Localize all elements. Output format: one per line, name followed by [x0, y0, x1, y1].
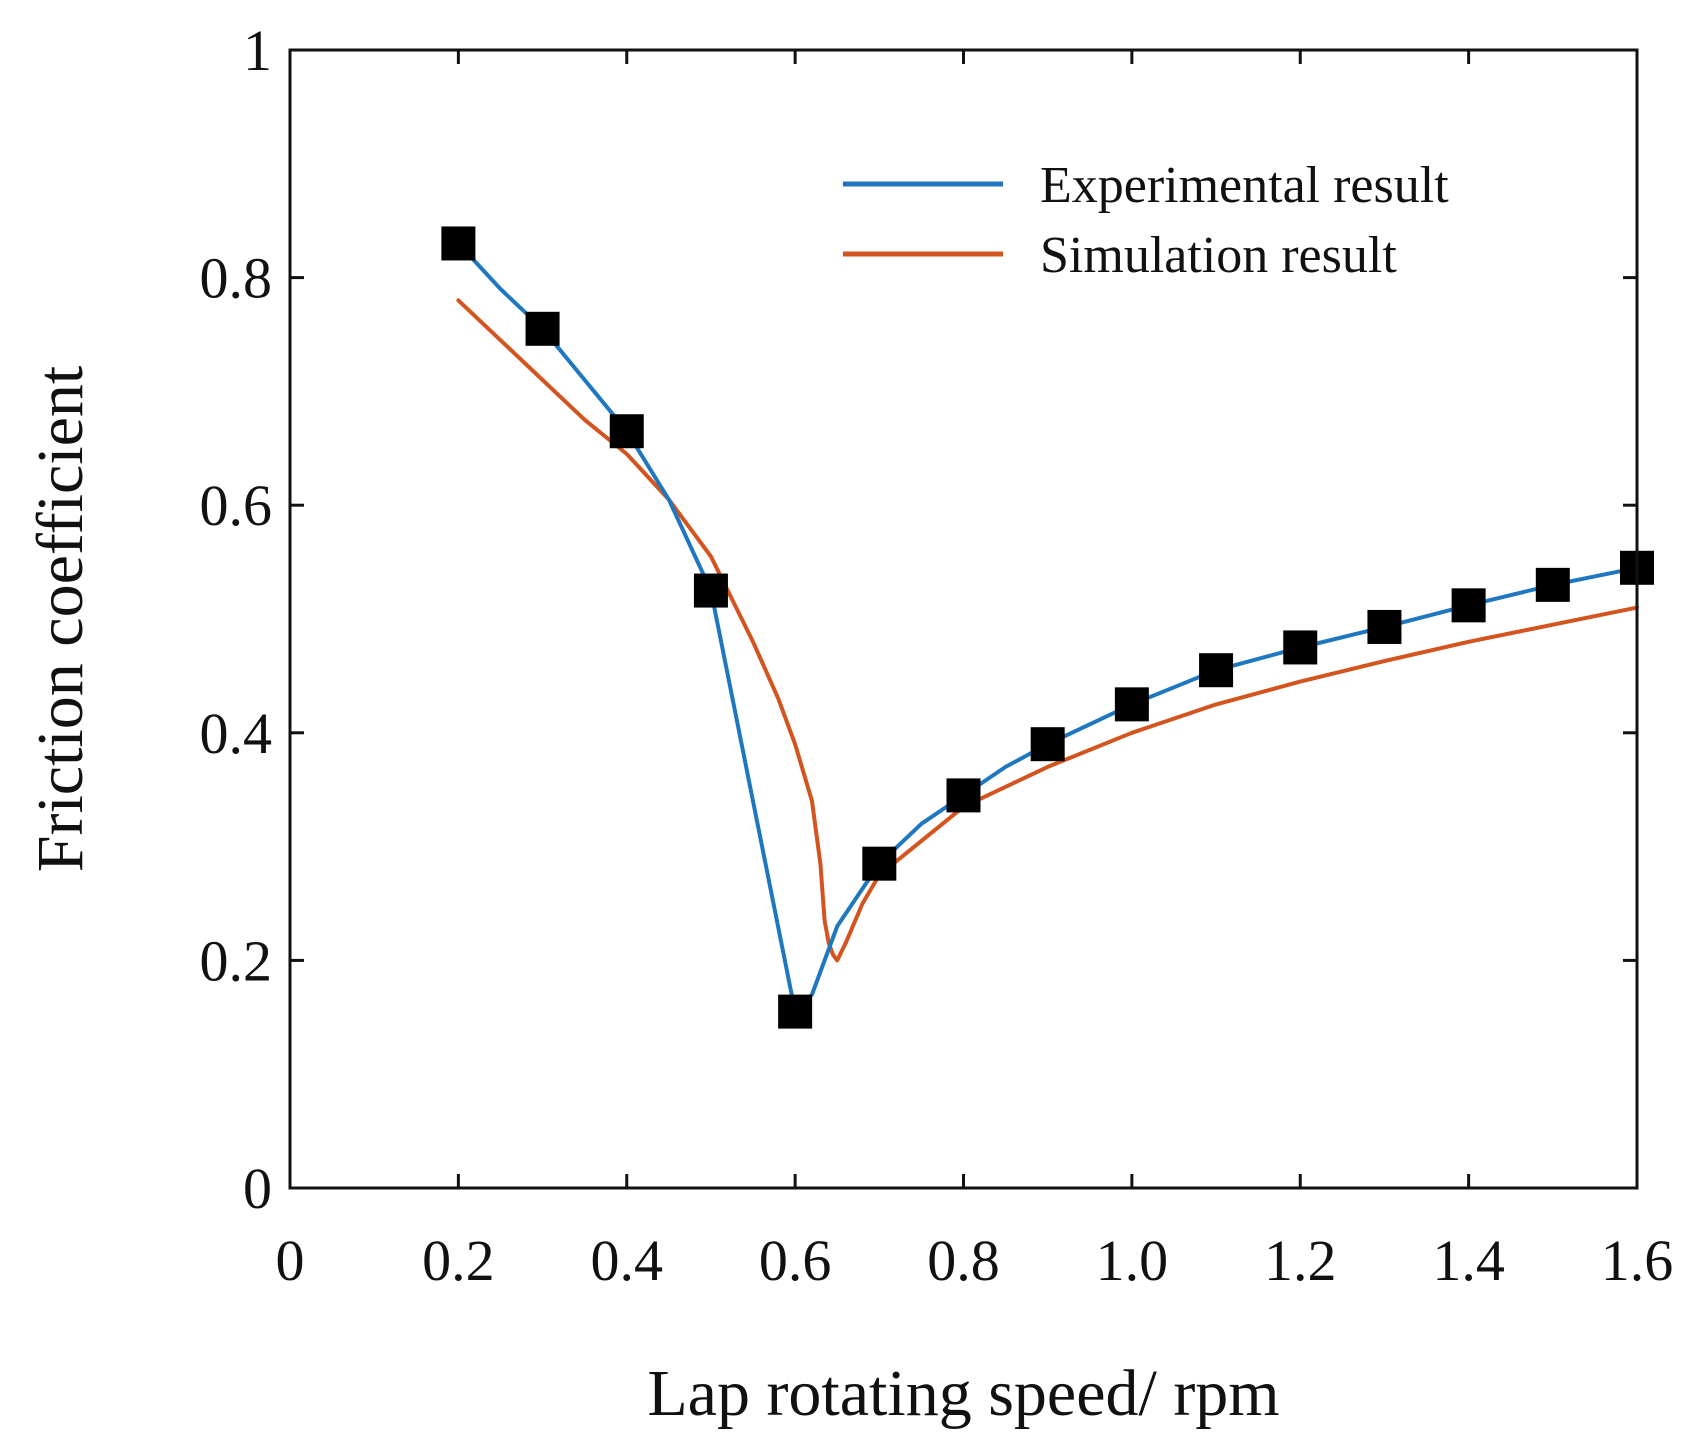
legend-label-0: Experimental result: [1040, 157, 1449, 214]
x-tick-label: 0.6: [759, 1228, 832, 1293]
y-tick-label: 0: [243, 1156, 272, 1221]
data-point-marker: [946, 778, 981, 813]
x-tick-label: 0.4: [591, 1228, 664, 1293]
y-tick-label: 0.6: [200, 473, 273, 538]
data-point-marker: [1114, 687, 1149, 722]
data-point-marker: [1535, 567, 1570, 602]
data-point-marker: [1367, 609, 1402, 644]
x-tick-label: 1.0: [1096, 1228, 1169, 1293]
x-tick-label: 1.2: [1264, 1228, 1337, 1293]
data-point-marker: [525, 311, 560, 346]
axis-tick-labels: 0 0.2 0.4 0.6 0.8 1.0 1.2 1.4 1.6 0 0.2 0.4 0.6 0.8 1: [200, 18, 1674, 1293]
data-point-marker: [693, 573, 728, 608]
x-tick-label: 0.8: [927, 1228, 1000, 1293]
data-point-marker: [441, 226, 476, 261]
x-tick-label: 0.2: [422, 1228, 495, 1293]
legend: Experimental result Simulation result: [843, 157, 1449, 284]
data-point-marker: [862, 846, 897, 881]
y-axis-label: Friction coefficient: [24, 366, 97, 872]
series-line-1: [456, 298, 1639, 963]
data-point-marker: [1030, 727, 1065, 762]
data-point-marker: [778, 994, 813, 1029]
data-point-marker: [1451, 588, 1486, 623]
data-point-marker: [609, 414, 644, 449]
legend-label-1: Simulation result: [1040, 227, 1397, 284]
y-tick-label: 0.2: [200, 928, 273, 993]
y-tick-label: 0.4: [200, 701, 273, 766]
data-point-marker: [1199, 653, 1234, 688]
y-tick-label: 1: [243, 18, 272, 83]
y-tick-label: 0.8: [200, 246, 273, 311]
x-tick-label: 0: [276, 1228, 305, 1293]
x-tick-label: 1.6: [1601, 1228, 1674, 1293]
plot-marks: [441, 226, 1654, 1029]
data-point-marker: [1283, 630, 1318, 665]
x-axis-label: Lap rotating speed/ rpm: [647, 1357, 1279, 1430]
axis-ticks: [288, 48, 1639, 1190]
x-tick-label: 1.4: [1432, 1228, 1505, 1293]
